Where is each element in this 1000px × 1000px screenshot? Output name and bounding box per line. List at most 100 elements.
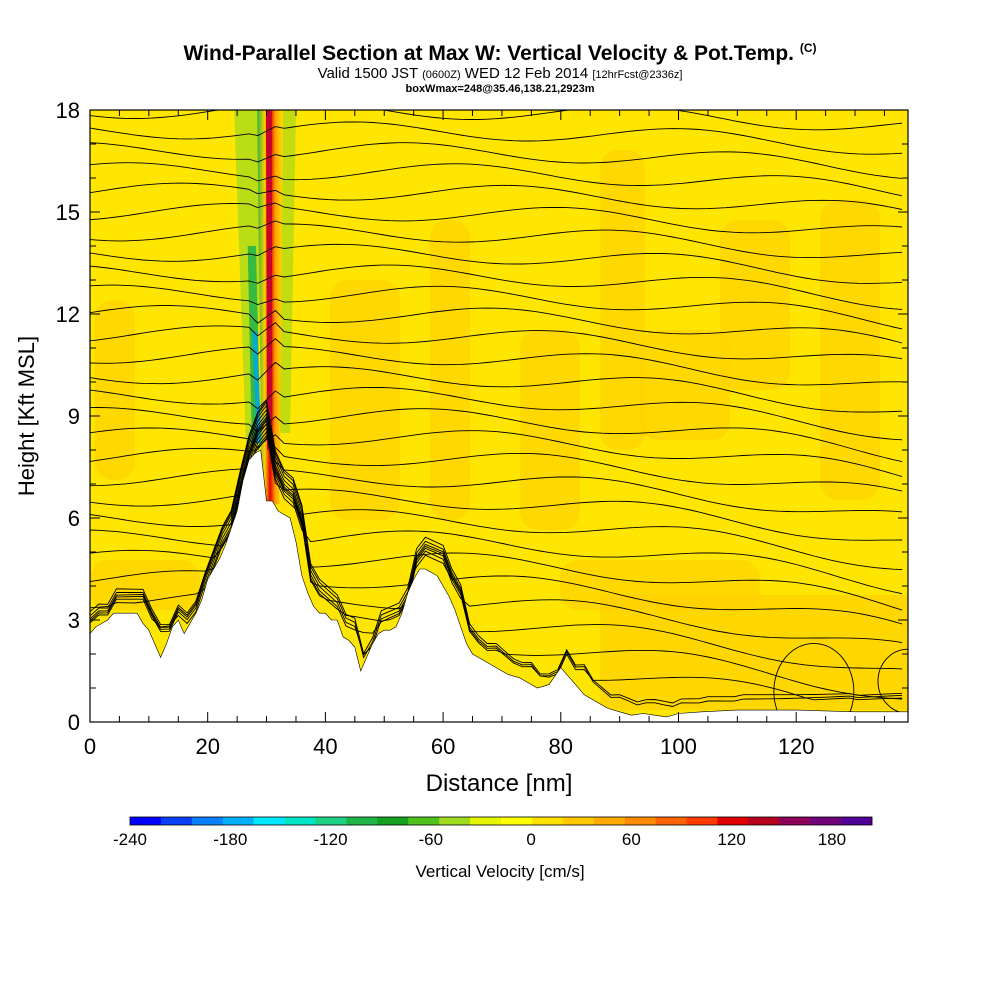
pot-temp-contour: [90, 417, 903, 625]
pot-temp-contour: [90, 361, 903, 413]
terrain-profile: [89, 449, 909, 723]
y-axis-label: Height [Kft MSL]: [14, 336, 39, 496]
pot-temp-contour: [90, 284, 903, 330]
pot-temp-contours: [90, 110, 908, 722]
y-tick-label: 15: [56, 200, 80, 225]
valid-time: Valid 1500 JST (0600Z) WED 12 Feb 2014 […: [0, 66, 1000, 83]
pot-temp-contour: [90, 243, 903, 284]
colorbar-swatch: [191, 817, 224, 825]
field-patch: [95, 300, 135, 480]
pot-temp-contour: [90, 220, 903, 259]
y-tick-label: 3: [68, 608, 80, 633]
terrain: [89, 449, 909, 723]
field-patch: [90, 560, 200, 610]
x-axis-label: Distance [nm]: [426, 770, 573, 797]
pot-temp-contour: [90, 430, 903, 541]
colorbar-swatch: [222, 817, 254, 825]
field-patch: [520, 330, 580, 530]
x-tick-label: 40: [313, 734, 337, 759]
y-tick-label: 0: [68, 710, 80, 735]
colorbar-swatch: [562, 817, 595, 825]
colorbar-tick-label: 0: [526, 830, 535, 849]
colorbar-swatch: [377, 817, 409, 825]
colorbar-swatch: [346, 817, 378, 825]
colorbar-swatch: [253, 817, 285, 825]
colorbar-swatch: [655, 817, 687, 825]
y-tick-label: 9: [68, 404, 80, 429]
colorbar-swatch: [130, 817, 162, 825]
pot-temp-contour: [90, 162, 903, 197]
colorbar-swatch: [624, 817, 656, 825]
pot-temp-contour: [90, 322, 903, 360]
pot-temp-contour: [90, 412, 903, 670]
colorbar-label: Vertical Velocity [cm/s]: [415, 862, 585, 881]
colorbar-tick-label: -60: [419, 830, 444, 849]
colorbar-tick-label: -180: [213, 830, 247, 849]
chart-title-block: Wind-Parallel Section at Max W: Vertical…: [0, 36, 1000, 95]
pot-temp-contour: [90, 110, 903, 131]
pot-temp-contour: [90, 202, 903, 234]
forecast-info: [12hrFcst@2336z]: [592, 69, 683, 81]
colorbar-swatch: [779, 817, 811, 825]
field-patch: [430, 220, 470, 520]
colorbar-swatch: [593, 817, 625, 825]
colorbar: -240 -180 -120 -60 0 60 120 180: [113, 816, 873, 849]
pot-temp-contour: [90, 264, 903, 310]
axes: 0 20 40 60 80 100 120 0 3 6 9 12 15 18 Distance [nm] He…: [14, 98, 909, 797]
pot-temp-contour: [90, 422, 903, 595]
pot-temp-contour-closed: [877, 648, 908, 714]
y-tick-label: 12: [56, 302, 80, 327]
field-patch: [820, 200, 880, 500]
pot-temp-contour: [90, 305, 903, 344]
colorbar-tick-label: 60: [622, 830, 641, 849]
x-tick-label: 20: [195, 734, 219, 759]
pot-temp-contour: [90, 427, 903, 478]
x-tick-label: 120: [778, 734, 815, 759]
y-tick-label: 6: [68, 506, 80, 531]
colorbar-swatch: [408, 817, 440, 825]
chart-title: Wind-Parallel Section at Max W: Vertical…: [0, 36, 1000, 66]
colorbar-swatch: [470, 817, 502, 825]
pot-temp-contour: [90, 436, 903, 492]
colorbar-swatch: [531, 817, 564, 825]
pot-temp-contour: [90, 142, 903, 179]
colorbar-tick-label: -120: [314, 830, 348, 849]
colorbar-swatch: [284, 817, 316, 825]
pot-temp-contour: [90, 401, 903, 707]
colorbar-tick-label: 120: [717, 830, 745, 849]
colorbar-swatch: [717, 817, 749, 825]
colorbar-swatch: [748, 817, 780, 825]
pot-temp-contour: [90, 415, 903, 644]
field-patch: [640, 330, 730, 440]
pot-temp-contour: [90, 407, 903, 463]
pot-temp-contour: [90, 121, 903, 155]
x-tick-label: 60: [431, 734, 455, 759]
pot-temp-contour: [90, 182, 903, 210]
colorbar-tick-label: -240: [113, 830, 147, 849]
pot-temp-contour: [90, 408, 903, 700]
field-patch: [330, 280, 400, 520]
updraft-peak: [265, 110, 273, 450]
pot-temp-contour: [90, 338, 903, 386]
x-tick-label: 0: [84, 734, 96, 759]
field-patch: [600, 150, 645, 450]
colorbar-swatch: [501, 817, 533, 825]
colorbar-swatch: [315, 817, 347, 825]
valid-date: WED 12 Feb 2014: [464, 65, 589, 82]
colorbar-swatch: [160, 817, 193, 825]
valid-prefix: Valid 1500 JST: [317, 65, 418, 82]
pot-temp-contour: [90, 386, 903, 441]
colorbar-swatch: [686, 817, 718, 825]
title-text: Wind-Parallel Section at Max W: Vertical…: [183, 42, 794, 65]
field-patch: [600, 595, 908, 710]
downdraft-band-right: [278, 110, 296, 433]
valid-zulu: (0600Z): [422, 69, 461, 81]
field-patch: [720, 220, 790, 390]
box-info: boxWmax=248@35.46,138.21,2923m: [405, 83, 595, 95]
copyright-mark: (C): [799, 41, 817, 55]
pot-temp-contour: [90, 426, 903, 571]
colorbar-swatch: [841, 817, 873, 825]
x-tick-label: 100: [660, 734, 697, 759]
colorbar-swatch: [439, 817, 471, 825]
